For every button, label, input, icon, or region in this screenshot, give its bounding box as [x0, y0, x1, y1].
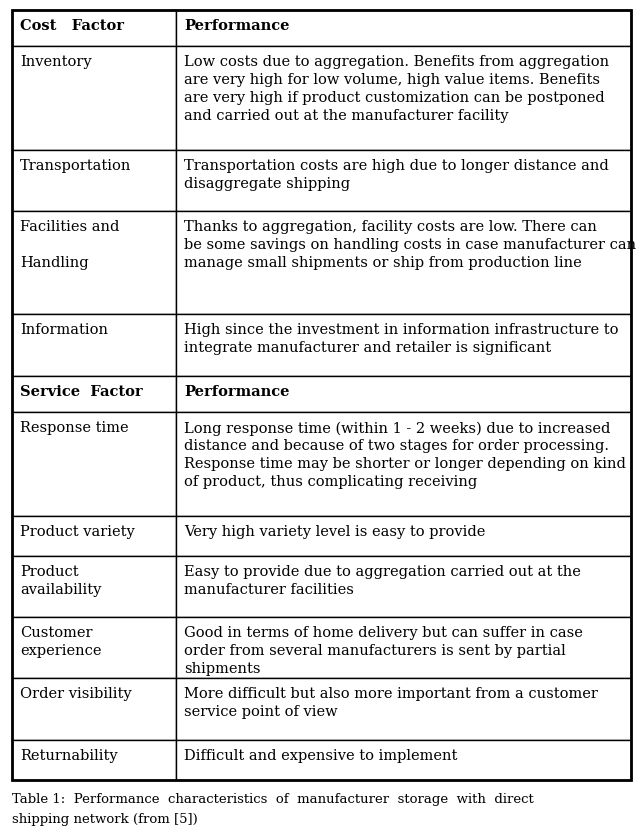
Text: Long response time (within 1 - 2 weeks) due to increased
distance and because of: Long response time (within 1 - 2 weeks) …	[184, 421, 626, 489]
Text: Product variety: Product variety	[20, 524, 135, 538]
Text: Order visibility: Order visibility	[20, 687, 132, 701]
Bar	[176, 556, 631, 617]
Text: Transportation costs are high due to longer distance and
disaggregate shipping: Transportation costs are high due to lon…	[184, 159, 609, 191]
Text: Thanks to aggregation, facility costs are low. There can
be some savings on hand: Thanks to aggregation, facility costs ar…	[184, 220, 636, 270]
Bar	[12, 516, 176, 556]
Text: Easy to provide due to aggregation carried out at the
manufacturer facilities: Easy to provide due to aggregation carri…	[184, 565, 581, 597]
Bar	[12, 47, 176, 150]
Text: Performance: Performance	[184, 19, 289, 33]
Bar	[12, 375, 176, 412]
Bar	[176, 412, 631, 516]
Text: Facilities and

Handling: Facilities and Handling	[20, 220, 120, 270]
Bar	[12, 150, 176, 212]
Text: Returnability: Returnability	[20, 749, 118, 762]
Bar	[176, 150, 631, 212]
Bar	[176, 679, 631, 740]
Bar	[176, 47, 631, 150]
Bar	[176, 740, 631, 780]
Text: Response time: Response time	[20, 421, 129, 436]
Bar	[176, 375, 631, 412]
Bar	[12, 556, 176, 617]
Text: Transportation: Transportation	[20, 159, 131, 173]
Text: Difficult and expensive to implement: Difficult and expensive to implement	[184, 749, 457, 762]
Text: Product
availability: Product availability	[20, 565, 102, 597]
Text: More difficult but also more important from a customer
service point of view: More difficult but also more important f…	[184, 687, 598, 719]
Bar	[176, 212, 631, 314]
Text: shipping network (from [5]): shipping network (from [5])	[12, 813, 198, 826]
Bar	[12, 412, 176, 516]
Text: Good in terms of home delivery but can suffer in case
order from several manufac: Good in terms of home delivery but can s…	[184, 626, 583, 675]
Text: High since the investment in information infrastructure to
integrate manufacture: High since the investment in information…	[184, 324, 619, 355]
Text: Table 1:  Performance  characteristics  of  manufacturer  storage  with  direct: Table 1: Performance characteristics of …	[12, 793, 534, 806]
Bar	[176, 10, 631, 47]
Bar	[176, 617, 631, 679]
Bar	[12, 679, 176, 740]
Text: Information: Information	[20, 324, 108, 338]
Bar	[12, 212, 176, 314]
Text: Performance: Performance	[184, 385, 289, 399]
Bar	[12, 617, 176, 679]
Text: Inventory: Inventory	[20, 55, 91, 69]
Bar	[12, 314, 176, 375]
Bar	[176, 314, 631, 375]
Text: Very high variety level is easy to provide: Very high variety level is easy to provi…	[184, 524, 485, 538]
Text: Service  Factor: Service Factor	[20, 385, 143, 399]
Text: Low costs due to aggregation. Benefits from aggregation
are very high for low vo: Low costs due to aggregation. Benefits f…	[184, 55, 609, 123]
Text: Customer
experience: Customer experience	[20, 626, 102, 658]
Bar	[12, 740, 176, 780]
Text: Cost   Factor: Cost Factor	[20, 19, 124, 33]
Bar	[12, 10, 176, 47]
Bar	[176, 516, 631, 556]
